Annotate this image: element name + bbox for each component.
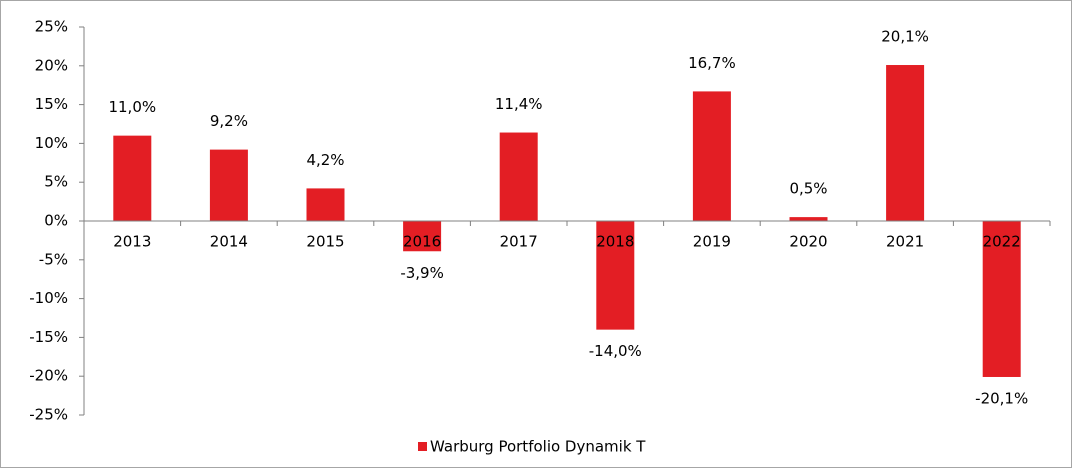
bar bbox=[306, 188, 345, 221]
y-tick-label: -15% bbox=[29, 328, 68, 346]
bar bbox=[789, 217, 828, 221]
x-tick-label: 2020 bbox=[789, 233, 827, 251]
x-tick-label: 2013 bbox=[113, 233, 151, 251]
y-tick-label: -20% bbox=[29, 367, 68, 385]
y-tick-label: 10% bbox=[35, 134, 68, 152]
value-label: 4,2% bbox=[306, 151, 344, 169]
bar bbox=[886, 65, 925, 221]
y-tick-label: 15% bbox=[35, 95, 68, 113]
y-tick-label: 5% bbox=[44, 173, 68, 191]
y-tick-label: 25% bbox=[35, 18, 68, 36]
value-label: 9,2% bbox=[210, 112, 248, 130]
value-label: -14,0% bbox=[589, 342, 642, 360]
y-tick-label: -25% bbox=[29, 406, 68, 424]
legend-swatch bbox=[418, 442, 427, 451]
bar bbox=[209, 149, 248, 221]
value-label: 0,5% bbox=[789, 180, 827, 198]
x-tick-label: 2015 bbox=[306, 233, 344, 251]
y-tick-label: 20% bbox=[35, 56, 68, 74]
value-label: -3,9% bbox=[400, 264, 444, 282]
bar bbox=[499, 132, 538, 221]
bar bbox=[982, 221, 1021, 377]
y-tick-label: 0% bbox=[44, 212, 68, 230]
value-label: 11,4% bbox=[495, 95, 543, 113]
x-tick-label: 2016 bbox=[403, 233, 441, 251]
value-label: 20,1% bbox=[881, 28, 929, 46]
value-label: 16,7% bbox=[688, 54, 736, 72]
bar bbox=[403, 221, 442, 252]
value-label: -20,1% bbox=[975, 389, 1028, 407]
x-tick-label: 2014 bbox=[210, 233, 248, 251]
value-label: 11,0% bbox=[108, 98, 156, 116]
bar bbox=[692, 91, 731, 222]
y-tick-label: -10% bbox=[29, 289, 68, 307]
legend-label: Warburg Portfolio Dynamik T bbox=[430, 438, 646, 456]
x-tick-label: 2017 bbox=[500, 233, 538, 251]
x-tick-label: 2018 bbox=[596, 233, 634, 251]
y-tick-label: -5% bbox=[39, 250, 68, 268]
x-tick-label: 2021 bbox=[886, 233, 924, 251]
bar bbox=[113, 135, 152, 221]
bar bbox=[596, 221, 635, 330]
x-tick-label: 2019 bbox=[693, 233, 731, 251]
x-tick-label: 2022 bbox=[983, 233, 1021, 251]
